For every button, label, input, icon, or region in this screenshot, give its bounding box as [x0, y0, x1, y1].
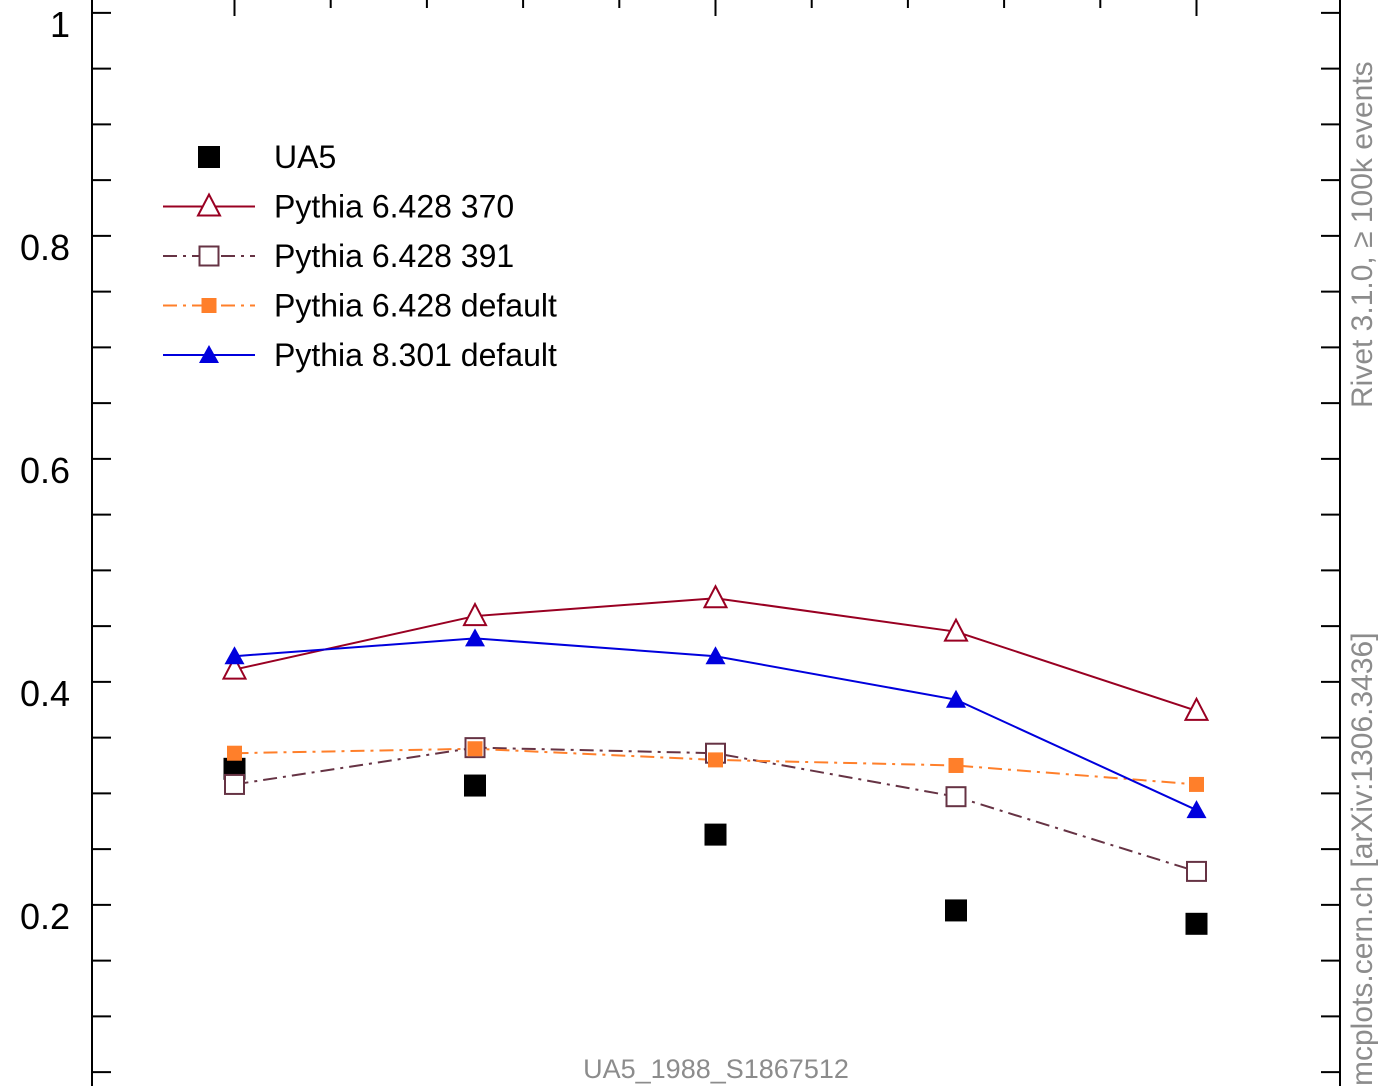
data-point — [943, 617, 969, 642]
data-point — [1186, 860, 1207, 882]
series-line — [234, 746, 1197, 873]
data-point — [946, 689, 966, 708]
data-point — [1186, 800, 1207, 819]
data-point — [467, 741, 483, 757]
y-tick-label: 0.2 — [20, 896, 70, 937]
analysis-watermark: UA5_1988_S1867512 — [583, 1054, 849, 1084]
data-point — [462, 601, 488, 627]
data-point — [221, 655, 248, 680]
series-markers — [221, 584, 1210, 935]
legend-label: Pythia 6.428 370 — [274, 189, 514, 225]
data-point — [1189, 776, 1204, 792]
y-tick-label: 0.8 — [20, 227, 70, 268]
data-point — [1185, 912, 1208, 935]
data-point — [227, 745, 242, 761]
data-point — [199, 345, 219, 363]
data-point — [945, 786, 967, 808]
data-point — [465, 628, 485, 647]
data-point — [1183, 696, 1210, 721]
data-point — [464, 774, 486, 797]
legend: UA5 Pythia 6.428 370 Pythia 6.428 391 Pythi… — [163, 139, 557, 373]
data-point — [198, 146, 220, 168]
data-point — [708, 752, 723, 768]
mcplots-credit-label: mcplots.cern.ch [arXiv:1306.3436] — [1346, 632, 1379, 1086]
data-point — [196, 192, 222, 217]
legend-label: UA5 — [274, 139, 336, 175]
data-point — [702, 584, 729, 609]
data-point — [201, 298, 217, 313]
data-point — [198, 245, 220, 267]
legend-label: Pythia 8.301 default — [274, 337, 557, 373]
axis-ticks — [92, 0, 1340, 1074]
data-point — [945, 899, 967, 922]
y-tick-label: 1 — [50, 4, 70, 45]
data-point — [705, 646, 726, 665]
data-point — [948, 757, 964, 773]
legend-label: Pythia 6.428 391 — [274, 238, 514, 274]
data-point — [224, 646, 245, 665]
y-tick-labels: 0.2 0.4 0.6 0.8 1 — [20, 4, 70, 937]
rivet-version-label: Rivet 3.1.0, ≥ 100k events — [1346, 61, 1379, 408]
y-tick-label: 0.6 — [20, 450, 70, 491]
y-tick-label: 0.4 — [20, 673, 70, 714]
data-point — [224, 773, 245, 795]
data-point — [704, 823, 727, 846]
legend-label: Pythia 6.428 default — [274, 288, 557, 324]
